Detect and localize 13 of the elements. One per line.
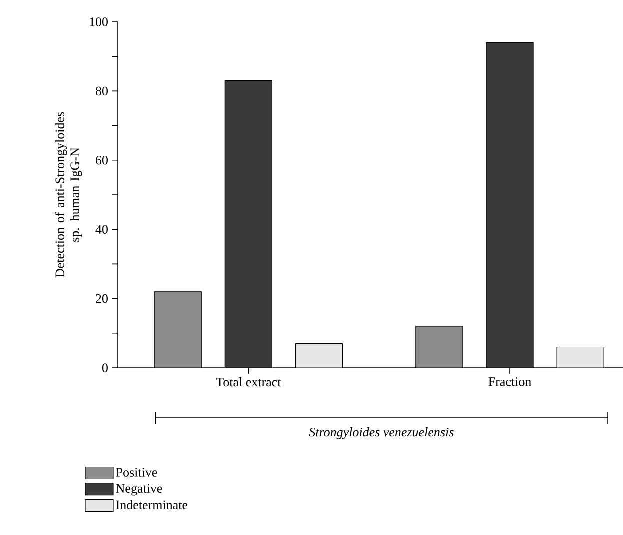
y-tick-label: 80 [96,86,108,96]
x-axis-title: Strongyloides venezuelensis [309,428,454,440]
y-tick-label: 60 [96,156,108,165]
y-tick-label: 20 [96,294,108,304]
y-tick-label: 0 [102,364,108,372]
x-tick-label: Total extract [216,378,282,387]
legend-label: Indeterminate [116,500,188,510]
y-tick-label: 40 [96,225,108,234]
legend-label: Positive [116,468,158,477]
legend-label: Negative [116,484,162,496]
y-axis-title: Detection of anti-Strongyloides sp. human IgG-N [55,112,82,278]
x-tick-label: Fraction [488,378,532,386]
y-tick-label: 100 [90,18,108,26]
